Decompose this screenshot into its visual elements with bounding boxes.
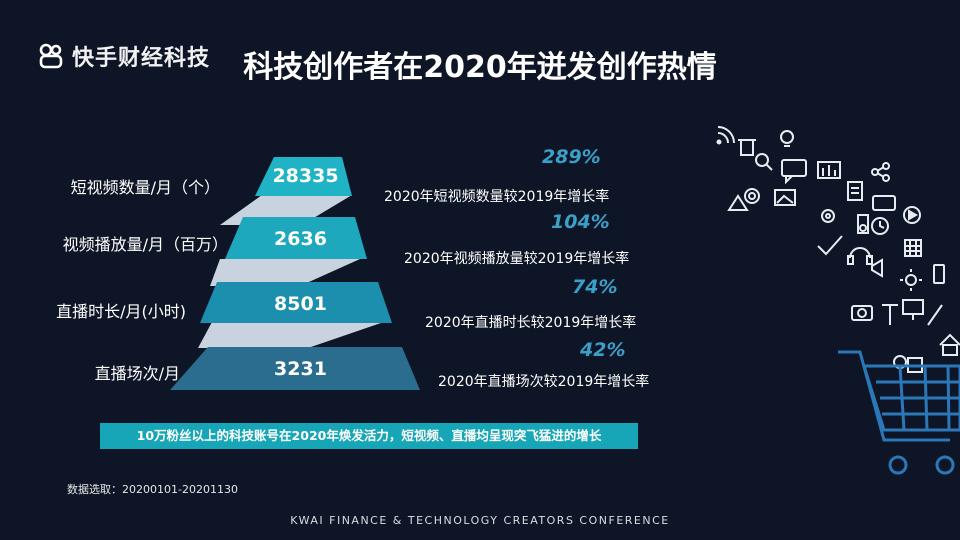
brand-name: 快手财经科技: [72, 46, 211, 71]
brand-logo: 快手财经科技: [38, 40, 210, 72]
camera-icon: [851, 305, 873, 321]
row-value-live-sessions: 3231: [274, 358, 327, 380]
row-value-video-views: 2636: [274, 228, 327, 250]
grid-icon: [904, 239, 922, 257]
summary-banner: 10万粉丝以上的科技账号在2020年焕发活力，短视频、直播均呈现突飞猛进的增长: [100, 423, 638, 449]
row-value-live-duration: 8501: [274, 293, 327, 315]
phone-icon: [933, 264, 945, 284]
speaker-icon: [857, 214, 869, 234]
growth-percent-video-views: 104%: [551, 211, 610, 233]
play-icon: [903, 206, 921, 224]
pin-icon: [882, 304, 898, 325]
row-label-short-video: 短视频数量/月（个）: [70, 178, 220, 197]
wifi-icon: [716, 126, 735, 145]
growth-caption-live-sessions: 2020年直播场次较2019年增长率: [438, 374, 650, 390]
search-icon: [755, 153, 773, 171]
growth-caption-video-views: 2020年视频播放量较2019年增长率: [404, 251, 630, 267]
pyramid-tier-4: [170, 347, 420, 390]
pencil-icon: [927, 304, 943, 326]
growth-caption-live-duration: 2020年直播时长较2019年增长率: [425, 315, 637, 331]
sun-icon: [900, 269, 922, 291]
check-icon: [817, 235, 843, 256]
message-icon: [872, 195, 896, 211]
page-title: 科技创作者在2020年迸发创作热情: [243, 50, 717, 85]
clock-icon: [871, 217, 889, 235]
pyramid-connector-3: [198, 322, 384, 348]
growth-percent-short-video: 289%: [542, 146, 601, 168]
document-icon: [847, 181, 863, 201]
row-label-live-sessions: 直播场次/月: [94, 364, 180, 383]
kwai-logo-icon: [39, 43, 63, 69]
row-label-video-views: 视频播放量/月（百万）: [62, 235, 228, 254]
row-value-short-video: 28335: [272, 165, 339, 187]
home-icon: [939, 333, 960, 356]
gear-icon: [821, 209, 835, 223]
data-source-note: 数据选取：20200101-20201130: [67, 483, 238, 496]
share-icon: [871, 162, 890, 182]
lightbulb-icon: [780, 130, 794, 147]
pyramid-tier-1: [255, 157, 352, 196]
monitor-icon: [902, 299, 924, 320]
shopping-cart-icon: [838, 350, 960, 475]
growth-caption-short-video: 2020年短视频数量较2019年增长率: [384, 189, 610, 205]
image-icon: [774, 189, 796, 206]
growth-percent-live-sessions: 42%: [580, 339, 626, 361]
at-icon: [744, 188, 760, 204]
growth-percent-live-duration: 74%: [572, 276, 618, 298]
pyramid-connector-2: [210, 259, 360, 286]
pyramid-tier-2: [225, 217, 367, 259]
bar-chart-icon: [817, 161, 841, 179]
headphones-icon: [847, 247, 873, 265]
pyramid-tier-3: [200, 282, 392, 323]
trash-icon: [738, 139, 756, 156]
row-label-live-duration: 直播时长/月(小时): [56, 302, 186, 321]
chat-icon: [781, 159, 807, 185]
megaphone-icon: [871, 258, 883, 278]
conference-footer: KWAI FINANCE & TECHNOLOGY CREATORS CONFE…: [290, 514, 670, 527]
warning-icon: [727, 194, 749, 211]
